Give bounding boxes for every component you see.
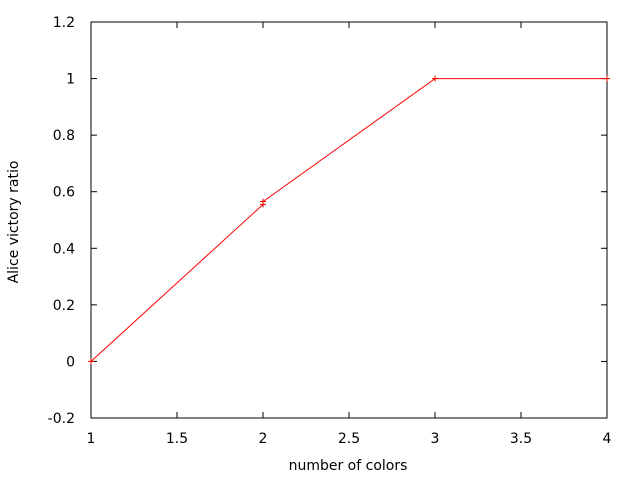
y-tick-label: 0.2 [53,298,75,314]
x-tick-label: 1 [87,431,96,447]
plot-frame-group [90,21,608,419]
x-tick-label: 1.5 [166,431,188,447]
data-point-marker [432,75,438,82]
y-axis-title: Alice victory ratio [6,161,22,284]
y-ticks-group: -0.2 0 0.2 0.4 0.6 0.8 1 1.2 [48,15,607,427]
series-line [90,78,607,362]
y-tick-label: 0.6 [53,185,75,201]
y-tick-label: 0 [66,354,75,370]
y-tick-label: 1 [66,72,75,88]
data-point-marker [88,358,94,365]
x-tick-label: 2 [259,431,268,447]
plot-frame [90,21,608,419]
y-tick-label: 1.2 [53,15,75,31]
x-axis-title: number of colors [289,458,408,474]
x-ticks-group: 1 1.5 2 2.5 3 3.5 4 [87,22,612,447]
y-tick-label: 0.4 [53,241,75,257]
series-group [88,75,610,365]
x-tick-label: 3.5 [510,431,532,447]
x-tick-label: 3 [431,431,440,447]
y-tick-label: 0.8 [53,128,75,144]
data-point-marker [604,75,610,82]
data-point-marker [260,198,266,205]
x-tick-label: 2.5 [338,431,360,447]
y-tick-label: -0.2 [48,411,75,427]
x-tick-label: 4 [603,431,612,447]
